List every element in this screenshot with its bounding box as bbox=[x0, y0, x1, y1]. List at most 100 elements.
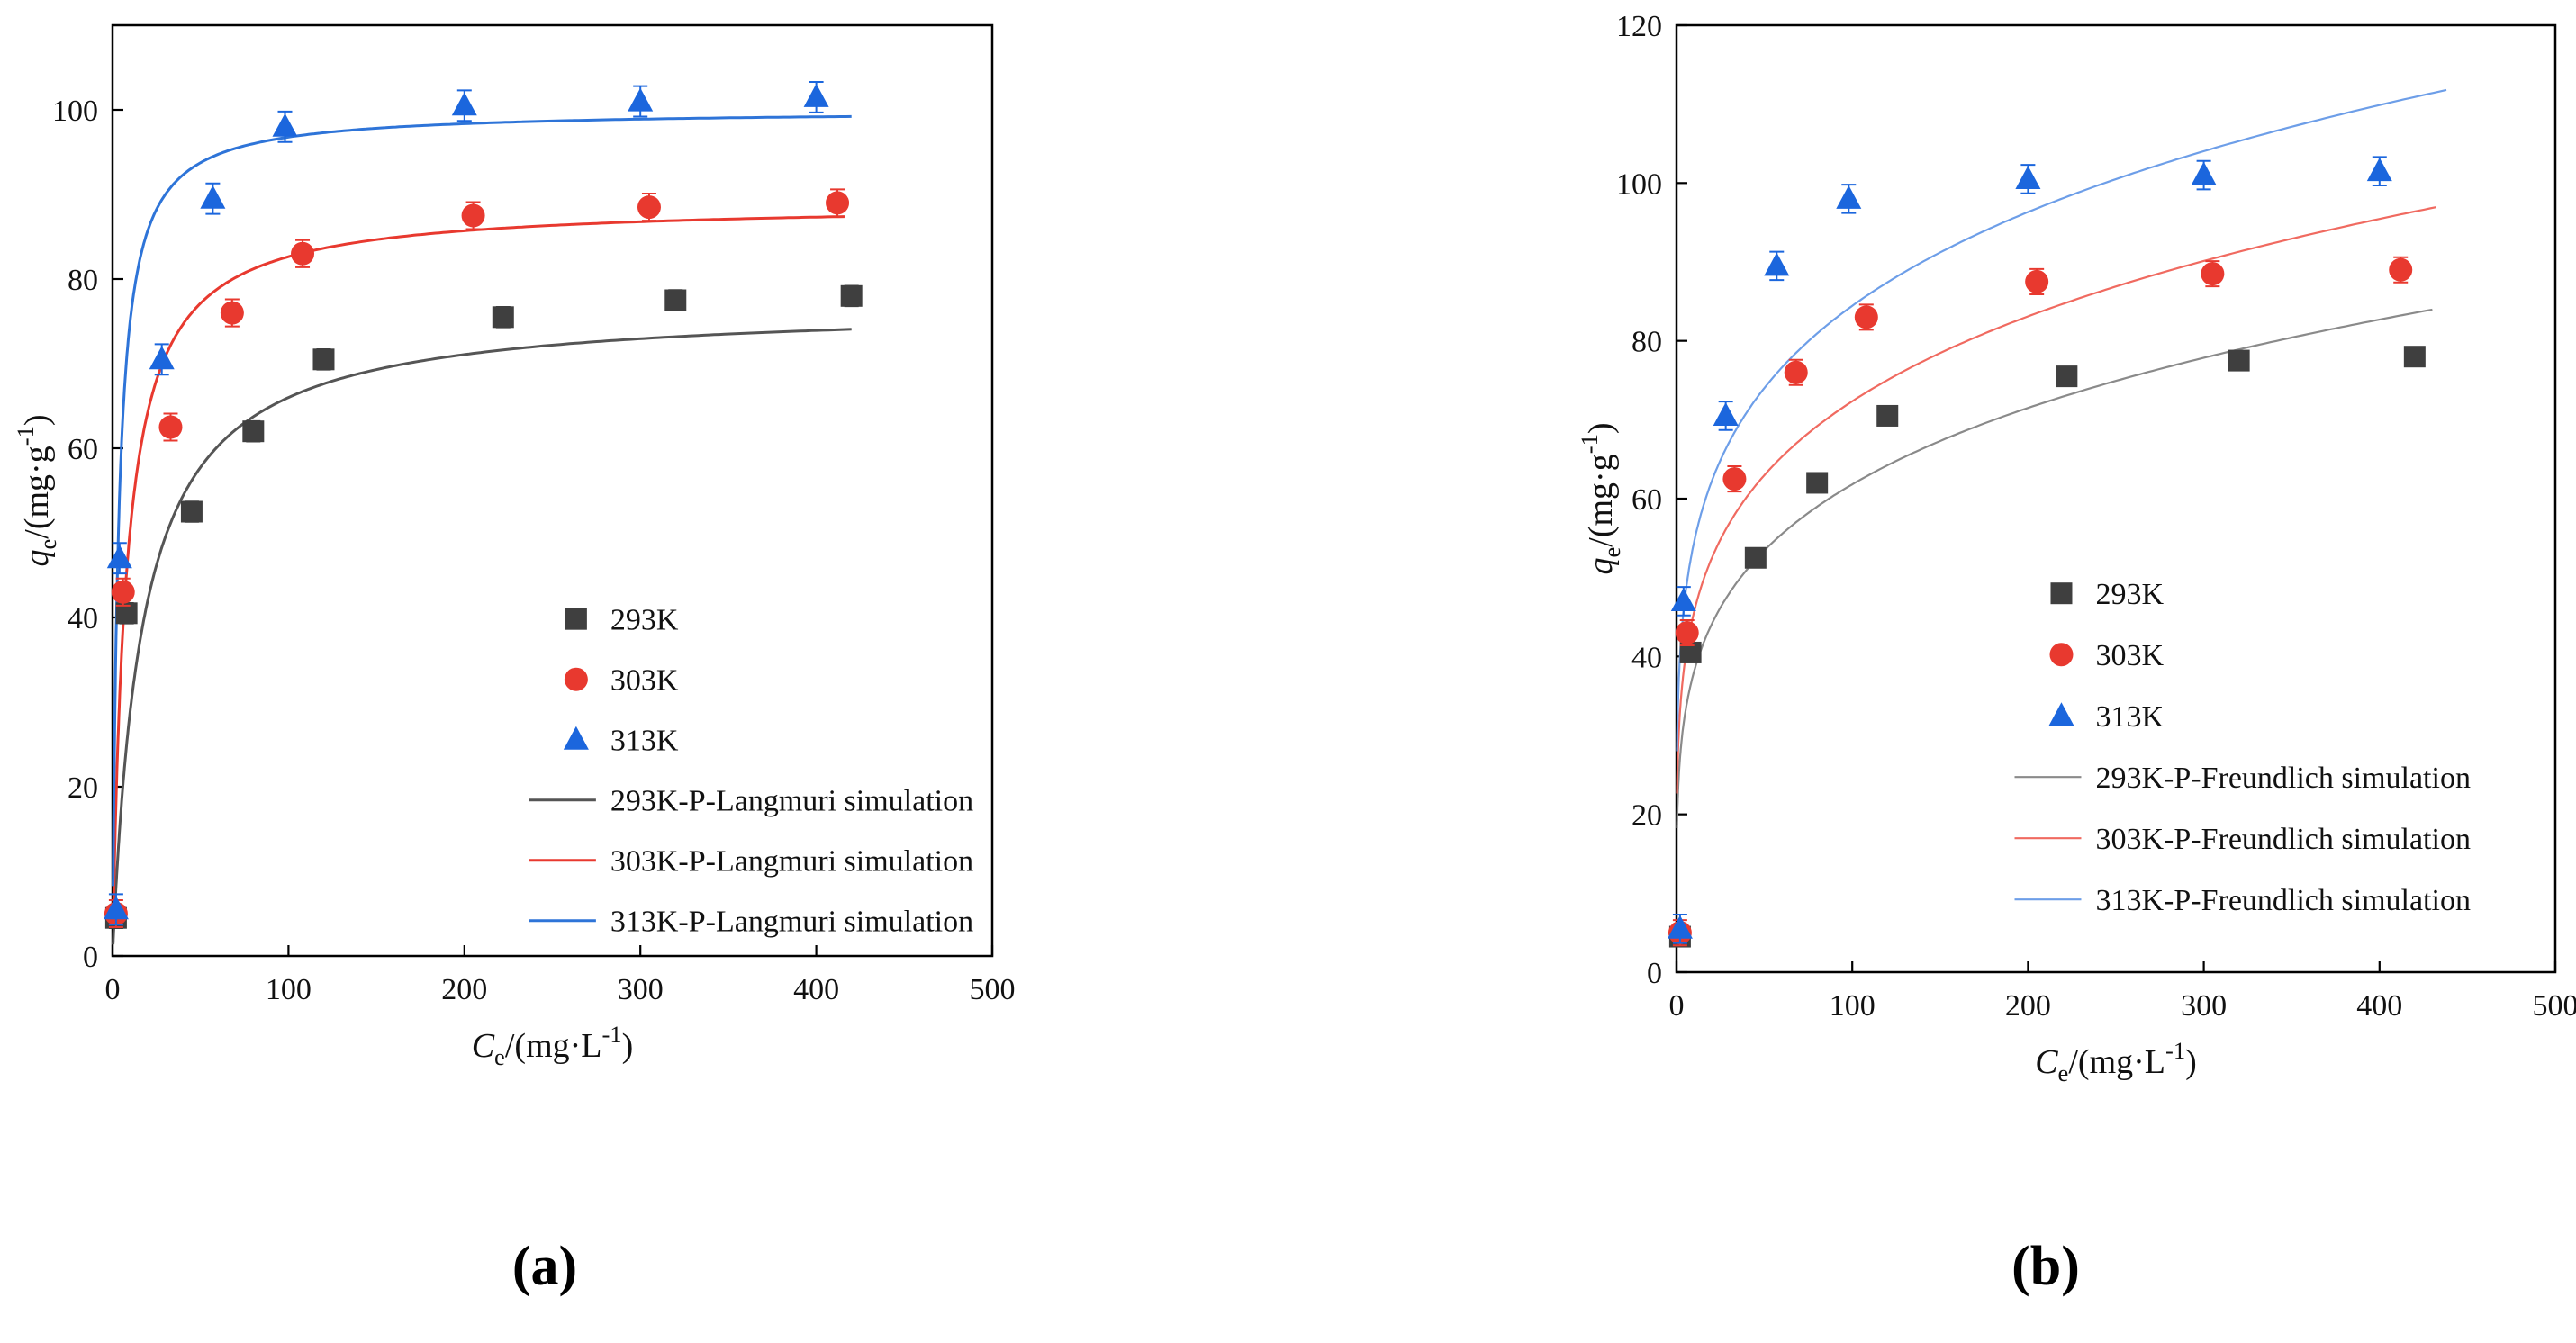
x-tick-label: 500 bbox=[970, 973, 1016, 1006]
data-point-marker bbox=[220, 301, 244, 325]
y-tick-label: 100 bbox=[1616, 167, 1662, 201]
x-axis-title: Ce/(mg·L-1) bbox=[472, 1021, 634, 1070]
data-point-marker bbox=[564, 667, 588, 691]
y-tick-label: 80 bbox=[1631, 326, 1662, 359]
data-point-marker bbox=[840, 284, 863, 307]
data-point-marker bbox=[2366, 158, 2392, 182]
data-point-marker bbox=[111, 580, 135, 604]
data-point-marker bbox=[2049, 643, 2074, 667]
data-point-marker bbox=[2389, 257, 2413, 282]
data-point-marker bbox=[664, 289, 687, 311]
legend-label: 303K bbox=[610, 664, 679, 698]
data-point-marker bbox=[242, 420, 265, 443]
data-point-marker bbox=[1854, 305, 1878, 329]
legend-label: 313K bbox=[610, 725, 679, 758]
data-point-marker bbox=[1764, 252, 1790, 276]
x-tick-label: 500 bbox=[2533, 989, 2576, 1023]
legend-label: 293K bbox=[2095, 578, 2164, 611]
legend-label: 293K-P-Langmuri simulation bbox=[610, 785, 973, 818]
y-tick-label: 40 bbox=[68, 602, 98, 635]
chart-a-langmuir-isotherm: 0 100 200 300 400 500 0 20 40 60 80 100 Ce/(mg·L-1) q… bbox=[12, 23, 1016, 1070]
data-point-marker bbox=[637, 195, 661, 220]
y-tick-label: 60 bbox=[68, 433, 98, 466]
y-tick-label: 40 bbox=[1631, 641, 1662, 674]
data-point-marker bbox=[2228, 349, 2250, 372]
data-point-marker bbox=[1722, 467, 1747, 491]
y-tick-label: 0 bbox=[83, 941, 98, 974]
x-tick-label: 0 bbox=[1669, 989, 1685, 1023]
data-point-marker bbox=[803, 83, 829, 107]
legend-label: 303K bbox=[2095, 639, 2164, 672]
data-point-marker bbox=[461, 203, 485, 228]
data-point-marker bbox=[2048, 702, 2074, 726]
data-point-marker bbox=[451, 92, 477, 116]
y-tick-label: 0 bbox=[1647, 957, 1662, 990]
data-point-marker bbox=[2403, 346, 2426, 368]
data-point-marker bbox=[158, 415, 183, 439]
data-point-marker bbox=[200, 185, 226, 209]
data-point-marker bbox=[492, 306, 514, 329]
y-tick-label: 120 bbox=[1616, 10, 1662, 43]
data-point-marker bbox=[1667, 915, 1693, 939]
data-point-marker bbox=[1713, 401, 1739, 426]
data-point-marker bbox=[628, 87, 654, 112]
data-point-marker bbox=[180, 500, 203, 523]
data-point-marker bbox=[1876, 404, 1899, 427]
x-tick-label: 100 bbox=[1830, 989, 1876, 1023]
caption-a: (a) bbox=[511, 1236, 578, 1297]
data-point-marker bbox=[2015, 165, 2041, 189]
x-tick-label: 300 bbox=[2181, 989, 2227, 1023]
fit-curve bbox=[1676, 206, 2436, 794]
fit-curve bbox=[112, 215, 845, 928]
x-tick-label: 200 bbox=[2005, 989, 2051, 1023]
data-point-marker bbox=[149, 346, 175, 370]
data-point-marker bbox=[106, 545, 132, 569]
data-point-marker bbox=[1806, 472, 1829, 494]
y-tick-label: 20 bbox=[1631, 799, 1662, 833]
x-axis-title: Ce/(mg·L-1) bbox=[2035, 1037, 2197, 1086]
data-point-marker bbox=[1836, 185, 1862, 209]
fit-curve bbox=[1676, 308, 2433, 828]
y-tick-label: 20 bbox=[68, 771, 98, 805]
y-tick-label: 60 bbox=[1631, 483, 1662, 517]
legend-label: 293K-P-Freundlich simulation bbox=[2095, 762, 2470, 795]
x-tick-label: 300 bbox=[618, 973, 664, 1006]
data-point-marker bbox=[1744, 546, 1767, 569]
data-point-marker bbox=[1675, 621, 1699, 645]
data-point-marker bbox=[2025, 269, 2049, 293]
legend-label: 293K bbox=[610, 604, 679, 637]
data-point-marker bbox=[291, 241, 315, 266]
legend-label: 313K-P-Freundlich simulation bbox=[2095, 884, 2470, 917]
data-point-marker bbox=[2050, 582, 2073, 605]
data-point-marker bbox=[2191, 161, 2217, 185]
data-point-marker bbox=[272, 113, 298, 137]
fit-curve bbox=[112, 328, 852, 945]
data-point-marker bbox=[1784, 360, 1808, 384]
x-tick-label: 400 bbox=[2356, 989, 2402, 1023]
x-tick-label: 0 bbox=[105, 973, 121, 1006]
x-tick-label: 100 bbox=[266, 973, 312, 1006]
chart-b-freundlich-isotherm: 0 100 200 300 400 500 0 20 40 60 80 100 120 Ce/(mg·L-… bbox=[1576, 10, 2576, 1086]
x-tick-label: 200 bbox=[441, 973, 487, 1006]
legend-label: 313K bbox=[2095, 700, 2164, 734]
data-point-marker bbox=[2056, 365, 2078, 388]
y-tick-label: 100 bbox=[52, 95, 98, 128]
data-point-marker bbox=[312, 348, 335, 371]
x-tick-label: 400 bbox=[793, 973, 839, 1006]
legend-label: 303K-P-Langmuri simulation bbox=[610, 845, 973, 879]
caption-b: (b) bbox=[2011, 1236, 2080, 1297]
data-point-marker bbox=[2201, 262, 2225, 286]
legend-label: 303K-P-Freundlich simulation bbox=[2095, 823, 2470, 856]
fit-curve bbox=[112, 114, 852, 887]
plot-frame bbox=[111, 23, 994, 958]
data-point-marker bbox=[565, 608, 587, 630]
data-point-marker bbox=[1670, 587, 1696, 611]
legend-label: 313K-P-Langmuri simulation bbox=[610, 906, 973, 939]
data-point-marker bbox=[103, 896, 129, 920]
data-point-marker bbox=[563, 726, 589, 750]
y-tick-label: 80 bbox=[68, 264, 98, 297]
y-axis-title: qe/(mg·g-1) bbox=[1576, 422, 1625, 574]
y-axis-title: qe/(mg·g-1) bbox=[12, 414, 61, 566]
fit-curve bbox=[1676, 88, 2447, 752]
